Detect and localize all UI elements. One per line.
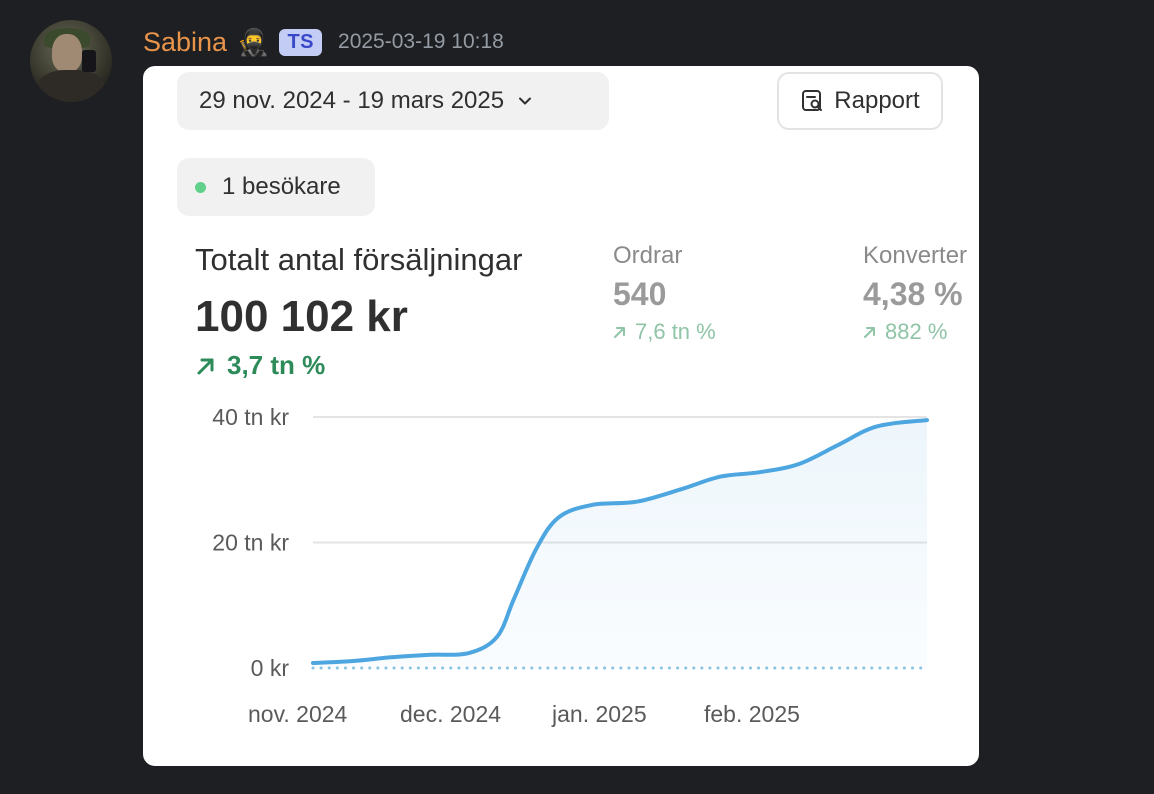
x-tick-label: nov. 2024 [248, 701, 348, 727]
message-timestamp[interactable]: 2025-03-19 10:18 [338, 30, 504, 53]
conversion-label: Konverter [863, 242, 968, 269]
username[interactable]: Sabina [143, 26, 228, 57]
conversion-change: 882 % [863, 319, 967, 345]
report-button[interactable]: Rapport [777, 72, 943, 130]
sales-area-fill [313, 420, 927, 668]
conversion-change-value: 882 % [885, 319, 948, 344]
date-range-picker[interactable]: 29 nov. 2024 - 19 mars 2025 [177, 72, 609, 130]
chevron-down-icon [519, 97, 532, 105]
total-sales-change-value: 3,7 tn % [227, 350, 326, 380]
conversion-value: 4,38 % [863, 276, 963, 312]
y-tick-label: 40 tn kr [212, 404, 289, 430]
message-header: Sabina 🥷 TS 2025-03-19 10:18 [143, 24, 504, 60]
report-button-label: Rapport [834, 87, 920, 114]
orders-change-value: 7,6 tn % [635, 319, 716, 344]
x-tick-label: dec. 2024 [400, 701, 501, 727]
analytics-screenshot-card[interactable]: 29 nov. 2024 - 19 mars 2025 Rapport 1 be… [143, 66, 979, 766]
orders-change: 7,6 tn % [613, 319, 716, 345]
avatar-face [52, 34, 82, 72]
ninja-emoji-icon: 🥷 [237, 27, 270, 57]
total-sales-value: 100 102 kr [195, 292, 408, 341]
report-search-icon [802, 90, 823, 111]
orders-metric[interactable]: Ordrar 540 7,6 tn % [613, 242, 716, 345]
arrow-up-right-icon [864, 327, 875, 338]
live-status-dot [195, 181, 206, 193]
live-visitors-badge[interactable]: 1 besökare [177, 158, 375, 216]
y-tick-label: 0 kr [251, 655, 290, 681]
arrow-up-right-icon [197, 358, 214, 374]
conversion-metric[interactable]: Konverter 4,38 % 882 % [863, 242, 967, 345]
x-tick-label: feb. 2025 [704, 701, 800, 727]
avatar-body [38, 70, 104, 102]
arrow-up-right-icon [614, 327, 625, 338]
sales-chart[interactable]: 40 tn kr 20 tn kr 0 kr nov. 2024 dec. 2024 ja… [143, 66, 979, 766]
sales-series-line [311, 418, 929, 665]
date-range-label: 29 nov. 2024 - 19 mars 2025 [199, 87, 505, 114]
orders-value: 540 [613, 276, 667, 312]
visitors-label: 1 besökare [222, 173, 341, 200]
server-tag-badge[interactable]: TS [279, 28, 323, 56]
total-sales-label: Totalt antal försäljningar [195, 242, 523, 277]
total-sales-change: 3,7 tn % [195, 350, 325, 381]
orders-label: Ordrar [613, 242, 683, 269]
y-tick-label: 20 tn kr [212, 530, 289, 556]
x-tick-label: jan. 2025 [551, 701, 647, 727]
user-avatar[interactable] [30, 20, 112, 102]
avatar-phone [82, 50, 96, 72]
